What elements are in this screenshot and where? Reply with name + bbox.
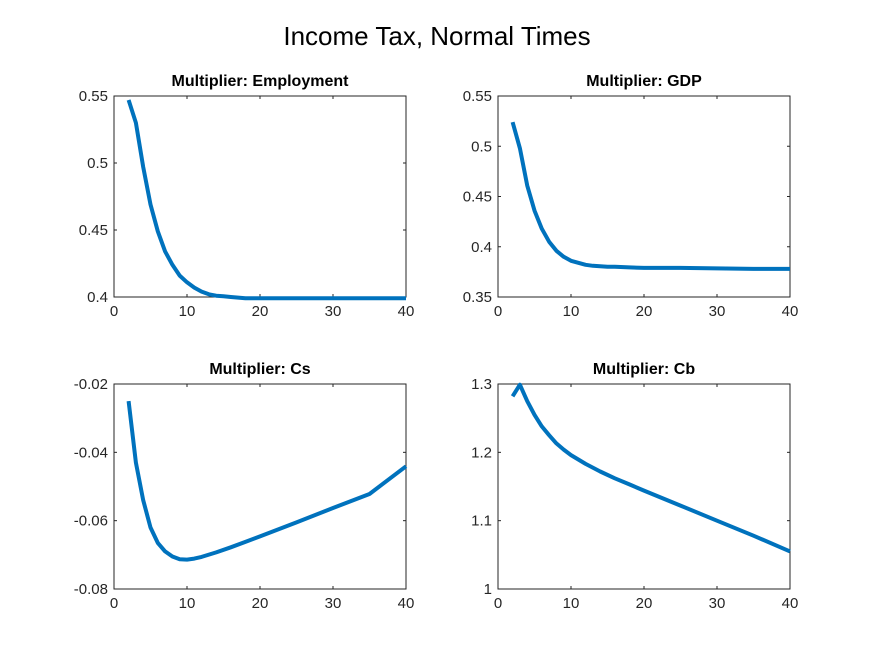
y-tick-label: -0.02 [74, 376, 108, 393]
x-tick-label: 40 [398, 303, 415, 320]
series-line-multiplier-cs [126, 400, 408, 562]
y-tick-label: 0.35 [463, 289, 492, 306]
x-tick-label: 0 [110, 595, 118, 612]
x-tick-label: 20 [636, 595, 653, 612]
y-tick-label: 0.55 [463, 88, 492, 105]
x-tick-label: 0 [110, 303, 118, 320]
x-tick-label: 10 [179, 595, 196, 612]
series-line-multiplier-gdp [510, 121, 790, 271]
y-tick-label: 0.4 [471, 239, 492, 256]
y-tick-label: 1.3 [471, 376, 492, 393]
y-tick-label: 0.5 [471, 138, 492, 155]
subplot-title: Multiplier: Cb [593, 361, 695, 378]
x-tick-label: 20 [252, 303, 269, 320]
subplot-multiplier-gdp: Multiplier: GDP 0 10 20 30 40 0.35 0.4 0.45 0.5 0.… [463, 73, 799, 320]
x-tick-label: 10 [563, 595, 580, 612]
x-tick-label: 30 [709, 595, 726, 612]
y-tick-label: -0.06 [74, 513, 108, 530]
subplot-title: Multiplier: GDP [586, 73, 702, 90]
y-tick-label: 1.2 [471, 444, 492, 461]
x-tick-label: 40 [782, 595, 799, 612]
series-line-multiplier-cb [510, 382, 791, 554]
x-tick-label: 30 [709, 303, 726, 320]
figure-title: Income Tax, Normal Times [283, 21, 590, 51]
x-tick-label: 30 [325, 595, 342, 612]
x-tick-label: 20 [636, 303, 653, 320]
x-tick-label: 20 [252, 595, 269, 612]
subplot-multiplier-employment: Multiplier: Employment 0 10 20 30 40 0.4 0.45 0.… [79, 73, 415, 320]
plot-area [113, 383, 407, 590]
subplot-title: Multiplier: Employment [172, 73, 350, 90]
subplot-title: Multiplier: Cs [209, 361, 310, 378]
subplot-multiplier-cs: Multiplier: Cs 0 10 20 30 40 -0.08 -0.06 -0.04 -0… [74, 361, 415, 612]
x-tick-label: 40 [398, 595, 415, 612]
y-tick-label: 1.1 [471, 513, 492, 530]
y-tick-label: 1 [484, 581, 492, 598]
x-tick-label: 0 [494, 303, 502, 320]
y-tick-label: 0.4 [87, 289, 108, 306]
x-tick-label: 10 [179, 303, 196, 320]
y-tick-label: 0.55 [79, 88, 108, 105]
x-tick-label: 30 [325, 303, 342, 320]
y-tick-label: 0.45 [463, 189, 492, 206]
y-tick-label: -0.04 [74, 444, 108, 461]
series-line-multiplier-employment [126, 99, 406, 301]
x-tick-label: 10 [563, 303, 580, 320]
x-tick-label: 0 [494, 595, 502, 612]
y-tick-label: -0.08 [74, 581, 108, 598]
plot-area [113, 95, 407, 298]
y-tick-label: 0.45 [79, 222, 108, 239]
subplot-multiplier-cb: Multiplier: Cb 0 10 20 30 40 1 1.1 1.2 1.3 [471, 361, 798, 612]
plot-area [497, 383, 791, 590]
x-tick-label: 40 [782, 303, 799, 320]
y-tick-label: 0.5 [87, 155, 108, 172]
